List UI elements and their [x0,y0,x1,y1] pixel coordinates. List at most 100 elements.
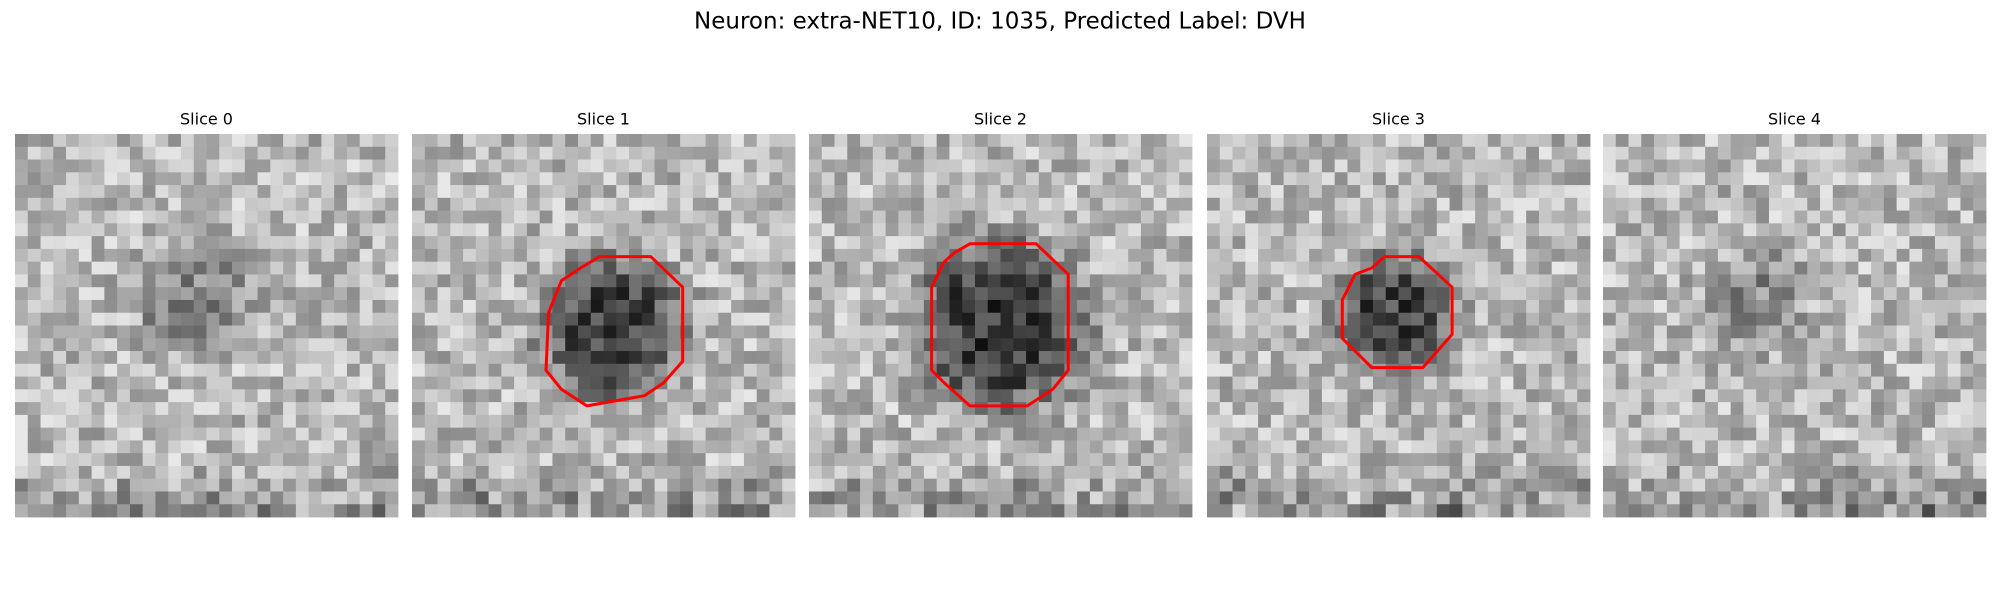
pixel [616,402,630,416]
pixel [346,172,361,186]
pixel [1309,274,1323,288]
pixel [1500,261,1514,275]
pixel [1321,287,1336,301]
pixel [834,172,848,186]
pixel [860,197,874,211]
pixel [27,197,41,211]
pixel [1258,274,1272,288]
pixel [385,146,399,160]
pixel [834,312,848,326]
pixel [1038,299,1052,314]
pixel [1360,491,1374,505]
pixel [142,402,156,416]
pixel [1462,210,1476,224]
pixel [78,338,92,352]
pixel [756,236,770,250]
pixel [308,248,322,263]
pixel [1538,325,1553,339]
pixel [437,197,451,211]
pixel [654,312,668,326]
pixel [911,376,925,390]
pixel [629,312,643,326]
pixel [1347,376,1361,390]
pixel [1102,159,1116,173]
pixel [705,389,719,403]
pixel [283,274,297,288]
pixel [577,159,592,173]
pixel [1089,325,1104,339]
pixel [1449,465,1463,480]
pixel [1730,134,1744,148]
pixel [860,274,874,288]
pixel [1526,478,1540,492]
pixel [232,453,246,467]
pixel [437,325,451,339]
pixel [1207,402,1221,416]
pixel [577,185,592,199]
pixel [346,261,361,275]
pixel [1128,312,1142,326]
pixel [936,402,950,416]
pixel [1794,453,1808,467]
pixel [385,491,399,505]
pixel [257,414,271,429]
pixel [1026,414,1040,429]
pixel [412,491,426,505]
pixel [66,453,80,467]
pixel [180,478,195,492]
pixel [1424,185,1438,199]
pixel [1487,134,1502,148]
pixel [1115,299,1129,314]
pixel [1564,185,1578,199]
pixel [1334,363,1348,377]
pixel [219,172,233,186]
pixel [1372,312,1387,326]
pixel [514,402,528,416]
pixel [629,414,643,429]
pixel [193,248,207,263]
pixel [463,159,477,173]
pixel [1051,504,1065,518]
pixel [898,351,912,365]
pixel [346,389,361,403]
pixel [769,299,783,314]
pixel [872,351,886,365]
pixel [1128,248,1142,263]
pixel [142,197,156,211]
pixel [1153,185,1167,199]
pixel [1871,146,1885,160]
pixel [1102,312,1116,326]
pixel [1807,223,1821,237]
pixel [1436,223,1450,237]
pixel [1207,465,1221,480]
pixel [1756,402,1770,416]
pixel [359,440,373,454]
pixel [501,287,515,301]
pixel [232,274,246,288]
pixel [91,223,105,237]
pixel [1551,427,1565,441]
pixel [809,376,823,390]
pixel [1705,210,1719,224]
pixel [91,248,105,263]
pixel [1245,274,1259,288]
pixel [1321,172,1336,186]
pixel [1487,299,1502,314]
pixel [743,287,758,301]
pixel [1089,363,1104,377]
pixel [629,351,643,365]
pixel [40,491,54,505]
pixel [769,146,783,160]
pixel [1526,236,1540,250]
pixel [1947,210,1961,224]
pixel [1705,402,1719,416]
pixel [501,325,515,339]
pixel [1858,299,1872,314]
pixel [1858,248,1872,263]
pixel [1896,210,1910,224]
pixel [782,287,796,301]
pixel [1628,376,1642,390]
pixel [193,146,207,160]
pixel [488,312,502,326]
pixel [872,248,886,263]
